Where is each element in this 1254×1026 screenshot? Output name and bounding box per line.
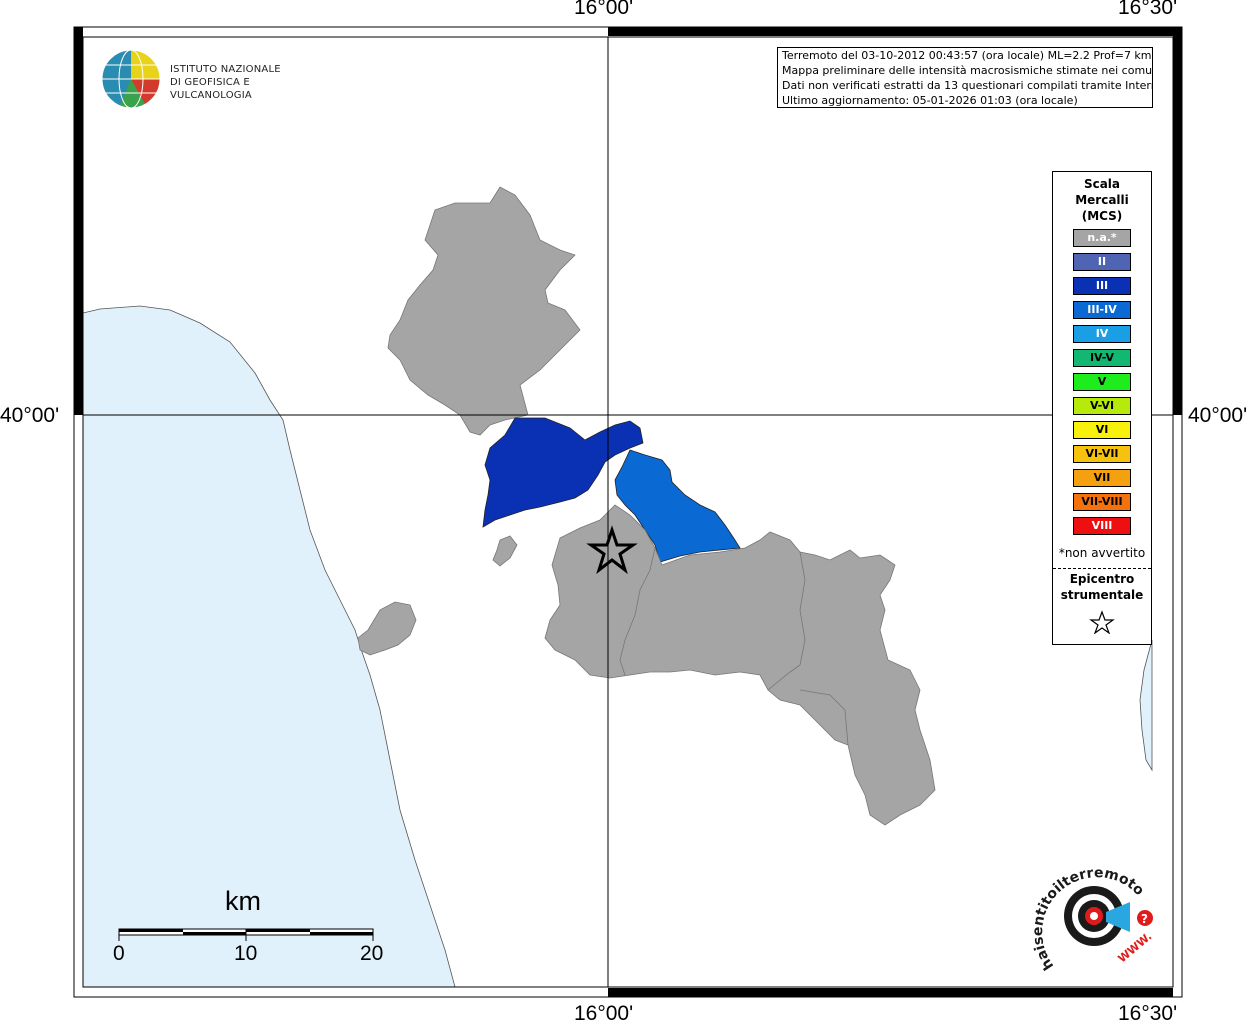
legend-note: *non avvertito xyxy=(1058,546,1146,560)
map-inner-frame xyxy=(82,36,1174,988)
legend-title-line1: Scala xyxy=(1083,177,1121,191)
epicenter-star-icon xyxy=(586,525,638,575)
legend-item-vi-vii: VI-VII xyxy=(1073,445,1131,463)
haisentito-question: ? xyxy=(1141,912,1148,926)
legend-item-viii: VIII xyxy=(1073,517,1131,535)
lon-label-top-16: 16°00' xyxy=(574,0,634,19)
legend-item-iii: III xyxy=(1073,277,1131,295)
commune-III-IV xyxy=(614,449,741,563)
legend-title-line3: (MCS) xyxy=(1081,209,1123,223)
haisentito-logo: haisentitoilterremoto.it ? WWW. xyxy=(1029,846,1160,978)
legend-epicenter-line1: Epicentro xyxy=(1069,572,1135,586)
legend-item-v: V xyxy=(1073,373,1131,391)
scalebar-tick-10: 10 xyxy=(234,942,258,965)
haisentito-target-icon: haisentitoilterremoto.it ? WWW. xyxy=(1029,846,1155,973)
lon-label-bottom-16: 16°00' xyxy=(574,1002,634,1025)
info-line-description: Mappa preliminare delle intensità macros… xyxy=(782,64,1153,77)
legend-item-vii-viii: VII-VIII xyxy=(1073,493,1131,511)
scalebar-tick-0: 0 xyxy=(113,942,125,965)
legend-star-icon xyxy=(1089,610,1115,634)
legend-epicenter-line2: strumentale xyxy=(1060,588,1144,602)
legend-item-v-vi: V-VI xyxy=(1073,397,1131,415)
mcs-legend: Scala Mercalli (MCS) n.a.* II III III-IV IV I… xyxy=(1052,171,1152,645)
commune-na-coast xyxy=(357,601,417,656)
legend-title-line2: Mercalli xyxy=(1075,193,1129,207)
ingv-name-line1: ISTITUTO NAZIONALE xyxy=(170,64,281,75)
legend-item-vii: VII xyxy=(1073,469,1131,487)
legend-separator xyxy=(1053,568,1151,569)
info-line-updated: Ultimo aggiornamento: 05-01-2026 01:03 (… xyxy=(782,94,1078,107)
sea-tyrrhenian xyxy=(82,305,456,988)
info-line-event: Terremoto del 03-10-2012 00:43:57 (ora l… xyxy=(782,49,1152,62)
lat-label-right-40: 40°00' xyxy=(1188,404,1248,427)
earthquake-info-box: Terremoto del 03-10-2012 00:43:57 (ora l… xyxy=(777,47,1153,108)
ingv-globe-icon xyxy=(101,49,161,109)
lon-label-bottom-1630: 16°30' xyxy=(1118,1002,1178,1025)
legend-item-vi: VI xyxy=(1073,421,1131,439)
legend-item-ii: II xyxy=(1073,253,1131,271)
scalebar-tick-20: 20 xyxy=(360,942,384,965)
commune-na-north xyxy=(387,186,581,436)
haisentito-www: WWW. xyxy=(1116,930,1155,965)
legend-item-iv: IV xyxy=(1073,325,1131,343)
sea-ionian xyxy=(1139,639,1153,772)
commune-na-islet xyxy=(492,535,518,567)
info-line-source: Dati non verificati estratti da 13 quest… xyxy=(782,79,1153,92)
legend-item-iv-v: IV-V xyxy=(1073,349,1131,367)
legend-item-iii-iv: III-IV xyxy=(1073,301,1131,319)
ingv-logo: ISTITUTO NAZIONALE DI GEOFISICA E VULCAN… xyxy=(100,48,320,110)
scalebar-unit: km xyxy=(225,886,261,916)
scale-bar xyxy=(118,928,374,941)
lat-label-left-40: 40°00' xyxy=(0,404,60,427)
legend-item-n-a: n.a.* xyxy=(1073,229,1131,247)
ingv-name-line2: DI GEOFISICA E VULCANOLOGIA xyxy=(170,77,252,101)
lon-label-top-1630: 16°30' xyxy=(1118,0,1178,19)
